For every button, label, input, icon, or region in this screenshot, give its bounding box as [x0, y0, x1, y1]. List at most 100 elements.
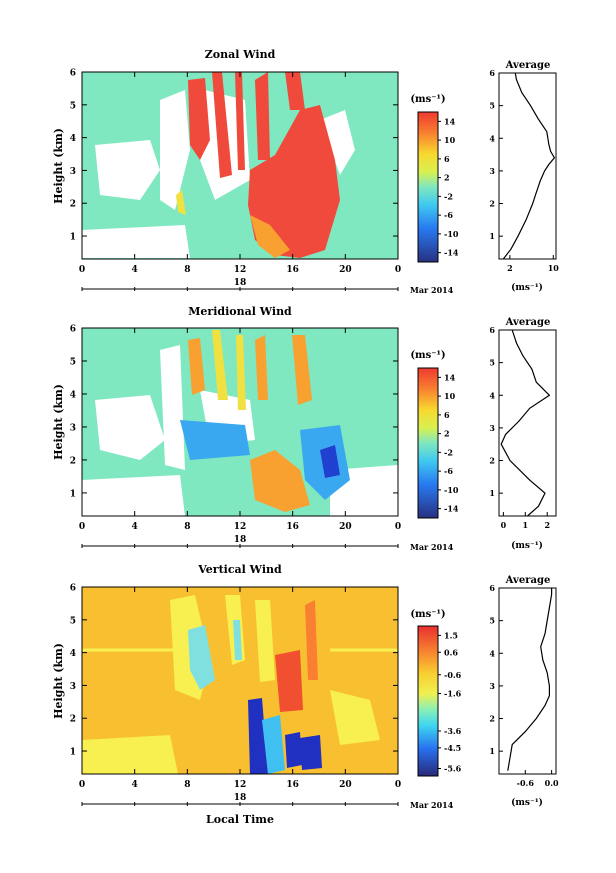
x-tick-label: 16 — [286, 522, 299, 532]
colorbar-unit: (ms⁻¹) — [410, 609, 445, 620]
y-tick-label: 6 — [70, 584, 76, 594]
profile-xlabel: (ms⁻¹) — [511, 282, 543, 293]
x-tick-label: 0 — [79, 780, 85, 790]
profile-y-tick-label: 2 — [489, 714, 495, 724]
colorbar-tick-label: 10 — [444, 391, 456, 401]
profile-y-tick-label: 1 — [489, 488, 495, 498]
colorbar-tick-label: -1.6 — [444, 689, 462, 699]
profile-y-tick-label: 5 — [489, 616, 495, 626]
positive-wind-region — [236, 335, 246, 410]
profile-y-tick-label: 4 — [489, 133, 495, 143]
x-tick-label: 0 — [79, 522, 85, 532]
negative-region — [300, 735, 322, 770]
y-tick-label: 4 — [70, 134, 76, 144]
profile-x-tick-label: 1 — [523, 520, 529, 530]
colorbar-tick-label: -10 — [444, 485, 459, 495]
x-tick-label: 8 — [184, 780, 190, 790]
heatmap-field — [82, 72, 398, 259]
profile-y-tick-label: 4 — [489, 390, 495, 400]
month-label: Mar 2014 — [410, 285, 454, 295]
negative-wind-region — [180, 420, 250, 460]
x-tick-label: 16 — [286, 780, 299, 790]
date-label: 18 — [234, 278, 247, 288]
y-tick-label: 1 — [70, 233, 76, 243]
profile-y-tick-label: 1 — [489, 746, 495, 756]
x-tick-label: 4 — [132, 522, 138, 532]
profile-x-tick-label: 2 — [544, 520, 550, 530]
colorbar-tick-label: 10 — [444, 135, 456, 145]
x-tick-label: 16 — [286, 265, 299, 275]
heatmap-field — [82, 587, 398, 774]
x-tick-label: 0 — [79, 265, 85, 275]
profile-y-tick-label: 5 — [489, 358, 495, 368]
colorbar-tick-label: -0.6 — [444, 670, 462, 680]
colorbar-tick-label: 0.6 — [444, 647, 458, 657]
weak-negative-region — [262, 715, 285, 774]
colorbar-unit: (ms⁻¹) — [410, 94, 445, 105]
y-tick-label: 4 — [70, 390, 76, 400]
panel-title: Vertical Wind — [197, 563, 282, 576]
panel-title: Zonal Wind — [205, 48, 276, 61]
y-tick-label: 1 — [70, 489, 76, 499]
colorbar-tick-label: -6 — [444, 210, 453, 220]
profile-x-tick-label: 0 — [501, 520, 507, 530]
profile-ticks: 1 2 3 4 5 6 0 1 2 — [489, 325, 550, 530]
positive-wind-region — [255, 72, 270, 160]
colorbar-ticks: 1.5 0.6 -0.6 -1.6 -3.6 -4.5 -5.6 — [438, 630, 462, 774]
x-tick-label: 8 — [184, 265, 190, 275]
positive-wind-region — [292, 335, 312, 405]
profile-x-tick-label: 0.0 — [545, 778, 559, 788]
colorbar-tick-label: -14 — [444, 248, 459, 258]
y-axis-ticks: 1 2 3 4 5 6 — [70, 584, 398, 758]
profile-y-tick-label: 6 — [489, 583, 495, 593]
profile-frame — [498, 587, 557, 775]
y-axis-ticks: 1 2 3 4 5 6 — [70, 69, 398, 243]
missing-data-region — [160, 345, 185, 470]
y-tick-label: 4 — [70, 649, 76, 659]
y-tick-label: 3 — [70, 682, 76, 692]
x-axis-ticks: 0 4 8 12 16 20 0 — [79, 328, 401, 548]
weak-negative-region — [188, 625, 215, 690]
missing-data-region — [320, 110, 355, 175]
profile-y-tick-label: 1 — [489, 231, 495, 241]
colorbar-tick-label: 1.5 — [444, 630, 458, 640]
y-tick-label: 3 — [70, 167, 76, 177]
x-tick-label: 0 — [395, 780, 401, 790]
y-tick-label: 5 — [70, 101, 76, 111]
y-tick-label: 2 — [70, 200, 76, 210]
y-tick-label: 1 — [70, 748, 76, 758]
x-axis-label: Local Time — [206, 813, 274, 826]
weak-negative-region — [233, 620, 242, 660]
panel-title: Meridional Wind — [188, 305, 292, 318]
x-axis-ticks: 0 4 8 12 16 20 0 — [79, 587, 401, 806]
profile-title: Average — [505, 317, 551, 328]
x-tick-label: 12 — [234, 522, 247, 532]
negative-region — [248, 698, 268, 774]
positive-wind-region — [188, 338, 205, 395]
positive-region — [305, 600, 318, 680]
profile-title: Average — [505, 60, 551, 71]
positive-wind-region — [212, 72, 232, 178]
profile-ticks: 1 2 3 4 5 6 -0.6 0.0 — [489, 583, 559, 788]
y-tick-label: 6 — [70, 69, 76, 79]
y-tick-label: 3 — [70, 423, 76, 433]
profile-y-tick-label: 2 — [489, 199, 495, 209]
x-tick-label: 20 — [339, 522, 352, 532]
profile-line — [502, 72, 556, 260]
x-tick-label: 12 — [234, 780, 247, 790]
colorbar-ticks: 14 10 6 2 -2 -6 -10 -14 — [438, 372, 459, 514]
moderate-wind-region — [250, 215, 290, 258]
y-axis-ticks: 1 2 3 4 5 6 — [70, 325, 398, 499]
colorbar-tick-label: -6 — [444, 466, 453, 476]
x-tick-label: 12 — [234, 265, 247, 275]
colorbar-tick-label: -5.6 — [444, 764, 462, 774]
positive-wind-region — [250, 450, 310, 512]
month-label: Mar 2014 — [410, 542, 454, 552]
colorbar-tick-label: 2 — [444, 429, 450, 439]
y-axis-label: Height (km) — [52, 643, 65, 719]
x-tick-label: 0 — [395, 265, 401, 275]
y-axis-label: Height (km) — [52, 128, 65, 204]
colorbar — [417, 625, 439, 777]
